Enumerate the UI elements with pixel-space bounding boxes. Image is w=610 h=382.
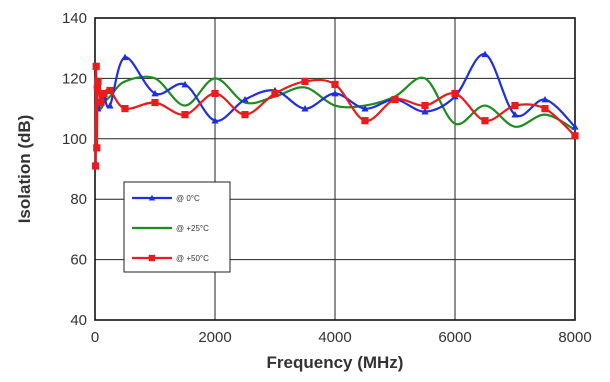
data-point — [571, 123, 579, 130]
x-tick-label: 0 — [91, 329, 99, 346]
data-point — [541, 105, 549, 113]
legend-label: @ 0°C — [176, 194, 200, 203]
data-point — [100, 89, 108, 98]
y-tick-label: 100 — [62, 131, 87, 148]
data-point — [511, 101, 519, 110]
data-point — [361, 117, 369, 125]
y-axis-label: Isolation (dB) — [15, 115, 34, 224]
data-point — [181, 111, 189, 119]
data-point — [391, 95, 399, 104]
y-tick-label: 120 — [62, 70, 87, 87]
legend-item: @ +25°C — [132, 224, 209, 233]
data-point — [421, 108, 429, 115]
data-point — [301, 105, 309, 112]
data-point — [361, 105, 369, 112]
x-tick-label: 8000 — [558, 329, 591, 346]
series-layer — [92, 50, 579, 170]
data-point — [271, 89, 279, 98]
data-point — [92, 162, 100, 170]
y-tick-label: 140 — [62, 10, 87, 27]
x-tick-label: 4000 — [318, 329, 351, 346]
data-point — [94, 77, 102, 86]
data-point — [541, 95, 549, 103]
data-point — [106, 101, 114, 109]
grid — [95, 18, 575, 320]
data-point — [93, 144, 101, 152]
data-point — [331, 80, 339, 89]
data-point — [421, 101, 429, 110]
series-line — [94, 75, 576, 139]
legend-item: @ +50°C — [132, 254, 209, 263]
data-point — [571, 132, 579, 140]
legend-marker — [148, 254, 156, 262]
data-point — [481, 117, 489, 125]
data-point — [92, 62, 100, 70]
data-point — [97, 98, 105, 107]
data-point — [211, 117, 219, 124]
legend-label: @ +50°C — [176, 254, 209, 263]
data-point — [93, 83, 101, 92]
legend-label: @ +25°C — [176, 224, 209, 233]
data-point — [301, 77, 309, 86]
data-point — [451, 89, 459, 98]
y-tick-label: 80 — [70, 191, 87, 208]
x-tick-label: 6000 — [438, 329, 471, 346]
legend: @ 0°C @ +25°C @ +50°C — [123, 181, 231, 273]
series-1 — [94, 75, 576, 139]
tick-labels: 0 2000 4000 6000 8000 40 60 80 100 120 140 — [62, 10, 592, 346]
legend-item: @ 0°C — [132, 194, 200, 203]
data-point — [121, 105, 129, 113]
data-point — [121, 53, 129, 61]
data-point — [181, 80, 189, 88]
data-point — [151, 89, 159, 97]
data-point — [511, 111, 519, 118]
data-point — [331, 89, 339, 97]
y-tick-label: 60 — [70, 252, 87, 269]
data-point — [481, 50, 489, 58]
y-tick-label: 40 — [70, 312, 87, 329]
legend-marker — [148, 194, 156, 201]
data-point — [241, 95, 249, 103]
data-point — [241, 111, 249, 119]
series-2 — [92, 62, 579, 170]
x-axis-label: Frequency (MHz) — [267, 353, 404, 372]
data-point — [211, 89, 219, 98]
x-tick-label: 2000 — [198, 329, 231, 346]
data-point — [106, 86, 114, 95]
data-point — [151, 98, 159, 107]
